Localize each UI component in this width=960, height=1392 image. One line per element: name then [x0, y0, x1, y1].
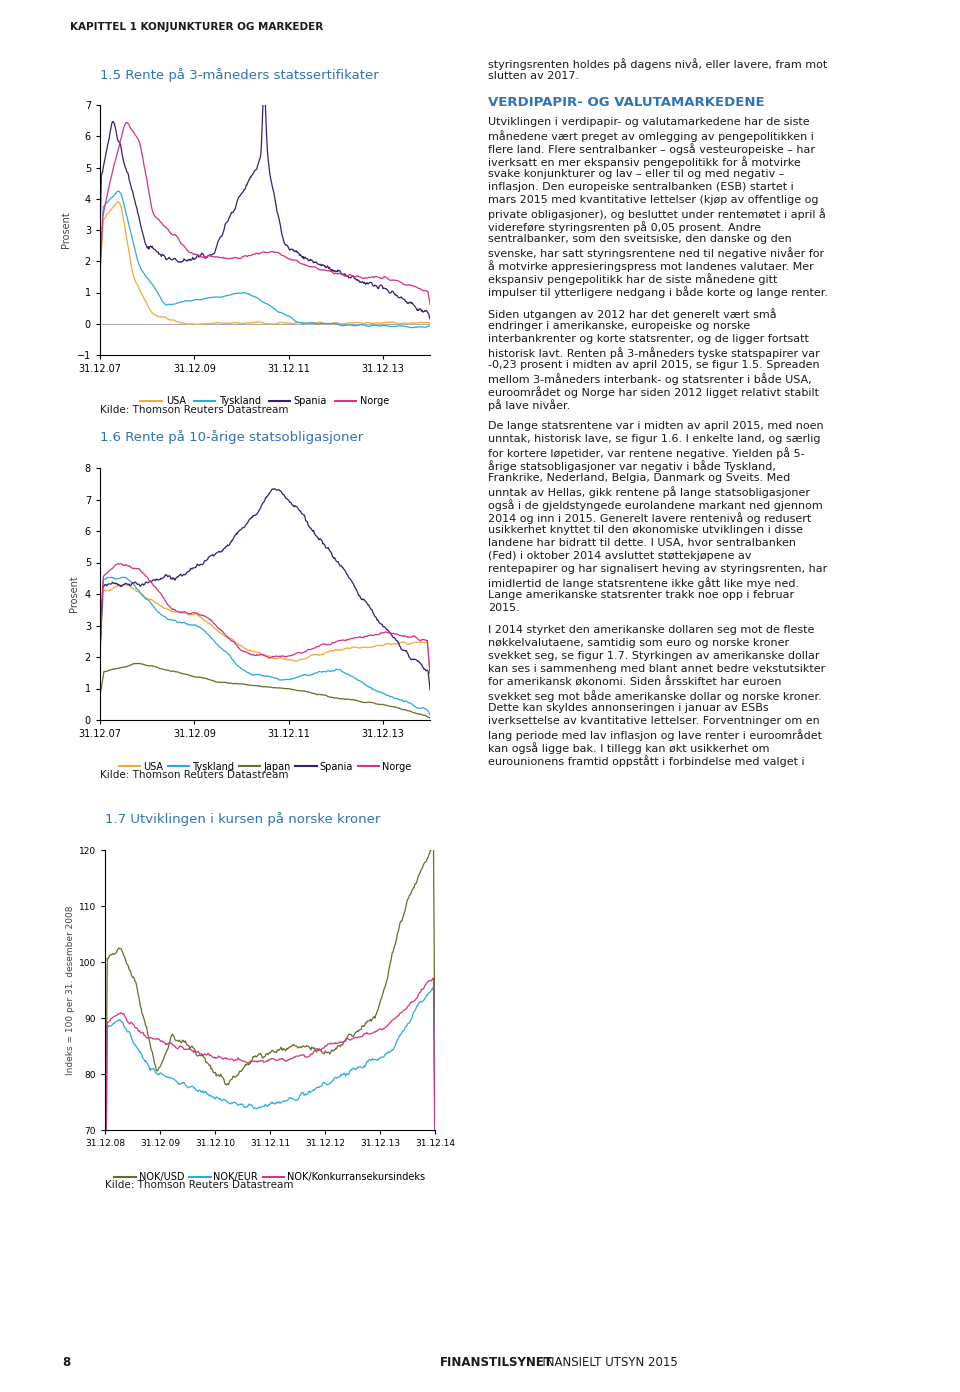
Text: å motvirke appresieringspress mot landenes valutaer. Mer: å motvirke appresieringspress mot landen… [488, 260, 814, 271]
Text: rentepapirer og har signalisert heving av styringsrenten, har: rentepapirer og har signalisert heving a… [488, 564, 828, 574]
Text: I 2014 styrket den amerikanske dollaren seg mot de fleste: I 2014 styrket den amerikanske dollaren … [488, 625, 814, 635]
Text: Kilde: Thomson Reuters Datastream: Kilde: Thomson Reuters Datastream [100, 405, 289, 415]
Legend: USA, Tyskland, Spania, Norge: USA, Tyskland, Spania, Norge [136, 393, 394, 411]
Text: Lange amerikanske statsrenter trakk noe opp i februar: Lange amerikanske statsrenter trakk noe … [488, 590, 794, 600]
Text: på lave nivåer.: på lave nivåer. [488, 400, 570, 411]
Text: Siden utgangen av 2012 har det generelt vært små: Siden utgangen av 2012 har det generelt … [488, 308, 777, 320]
Text: slutten av 2017.: slutten av 2017. [488, 71, 579, 81]
Y-axis label: Prosent: Prosent [61, 212, 71, 248]
Text: Kilde: Thomson Reuters Datastream: Kilde: Thomson Reuters Datastream [100, 770, 289, 780]
Text: landene har bidratt til dette. I USA, hvor sentralbanken: landene har bidratt til dette. I USA, hv… [488, 537, 796, 548]
Text: -0,23 prosent i midten av april 2015, se figur 1.5. Spreaden: -0,23 prosent i midten av april 2015, se… [488, 361, 820, 370]
Text: månedene vært preget av omlegging av pengepolitikken i: månedene vært preget av omlegging av pen… [488, 129, 814, 142]
Text: kan også ligge bak. I tillegg kan økt usikkerhet om: kan også ligge bak. I tillegg kan økt us… [488, 742, 770, 754]
Text: nøkkelvalutaene, samtidig som euro og norske kroner: nøkkelvalutaene, samtidig som euro og no… [488, 638, 789, 649]
Legend: USA, Tyskland, Japan, Spania, Norge: USA, Tyskland, Japan, Spania, Norge [114, 757, 416, 775]
Text: videreføre styringsrenten på 0,05 prosent. Andre: videreføre styringsrenten på 0,05 prosen… [488, 221, 761, 232]
Text: impulser til ytterligere nedgang i både korte og lange renter.: impulser til ytterligere nedgang i både … [488, 285, 828, 298]
Text: 1.5 Rente på 3-måneders statssertifikater: 1.5 Rente på 3-måneders statssertifikate… [100, 68, 379, 82]
Text: sentralbanker, som den sveitsiske, den danske og den: sentralbanker, som den sveitsiske, den d… [488, 234, 792, 244]
Text: unntak av Hellas, gikk rentene på lange statsobligasjoner: unntak av Hellas, gikk rentene på lange … [488, 486, 810, 498]
Text: interbankrenter og korte statsrenter, og de ligger fortsatt: interbankrenter og korte statsrenter, og… [488, 334, 809, 344]
Text: 1.6 Rente på 10-årige statsobligasjoner: 1.6 Rente på 10-årige statsobligasjoner [100, 430, 363, 444]
Text: svekket seg, se figur 1.7. Styrkingen av amerikanske dollar: svekket seg, se figur 1.7. Styrkingen av… [488, 651, 820, 661]
Y-axis label: Indeks = 100 per 31. desember 2008: Indeks = 100 per 31. desember 2008 [65, 905, 75, 1075]
Text: svekket seg mot både amerikanske dollar og norske kroner.: svekket seg mot både amerikanske dollar … [488, 690, 822, 702]
Y-axis label: Prosent: Prosent [69, 576, 79, 612]
Text: eurounionens framtid oppstått i forbindelse med valget i: eurounionens framtid oppstått i forbinde… [488, 754, 804, 767]
Text: private obligasjoner), og besluttet under rentemøtet i april å: private obligasjoner), og besluttet unde… [488, 207, 826, 220]
Text: årige statsobligasjoner var negativ i både Tyskland,: årige statsobligasjoner var negativ i bå… [488, 459, 776, 472]
Text: svake konjunkturer og lav – eller til og med negativ –: svake konjunkturer og lav – eller til og… [488, 168, 784, 180]
Text: 2014 og inn i 2015. Generelt lavere rentenivå og redusert: 2014 og inn i 2015. Generelt lavere rent… [488, 512, 811, 523]
Text: lang periode med lav inflasjon og lave renter i euroområdet: lang periode med lav inflasjon og lave r… [488, 729, 822, 741]
Text: usikkerhet knyttet til den økonomiske utviklingen i disse: usikkerhet knyttet til den økonomiske ut… [488, 525, 803, 535]
Text: Frankrike, Nederland, Belgia, Danmark og Sveits. Med: Frankrike, Nederland, Belgia, Danmark og… [488, 473, 790, 483]
Text: svenske, har satt styringsrentene ned til negative nivåer for: svenske, har satt styringsrentene ned ti… [488, 246, 824, 259]
Text: unntak, historisk lave, se figur 1.6. I enkelte land, og særlig: unntak, historisk lave, se figur 1.6. I … [488, 434, 821, 444]
Text: inflasjon. Den europeiske sentralbanken (ESB) startet i: inflasjon. Den europeiske sentralbanken … [488, 182, 794, 192]
Text: imidlertid de lange statsrentene ikke gått like mye ned.: imidlertid de lange statsrentene ikke gå… [488, 578, 799, 589]
Text: 1.7 Utviklingen i kursen på norske kroner: 1.7 Utviklingen i kursen på norske krone… [105, 812, 380, 825]
Text: De lange statsrentene var i midten av april 2015, med noen: De lange statsrentene var i midten av ap… [488, 420, 824, 432]
Text: kan ses i sammenheng med blant annet bedre vekstutsikter: kan ses i sammenheng med blant annet bed… [488, 664, 826, 674]
Text: Kilde: Thomson Reuters Datastream: Kilde: Thomson Reuters Datastream [105, 1180, 294, 1190]
Legend: NOK/USD, NOK/EUR, NOK/Konkurransekursindeks: NOK/USD, NOK/EUR, NOK/Konkurransekursind… [110, 1168, 429, 1186]
Text: mellom 3-måneders interbank- og statsrenter i både USA,: mellom 3-måneders interbank- og statsren… [488, 373, 812, 386]
Text: mars 2015 med kvantitative lettelser (kjøp av offentlige og: mars 2015 med kvantitative lettelser (kj… [488, 195, 819, 205]
Text: endringer i amerikanske, europeiske og norske: endringer i amerikanske, europeiske og n… [488, 322, 750, 331]
Text: 2015.: 2015. [488, 603, 519, 612]
Text: ekspansiv pengepolitikk har de siste månedene gitt: ekspansiv pengepolitikk har de siste mån… [488, 273, 778, 285]
Text: også i de gjeldstyngede eurolandene markant ned gjennom: også i de gjeldstyngede eurolandene mark… [488, 498, 823, 511]
Text: FINANSIELT UTSYN 2015: FINANSIELT UTSYN 2015 [532, 1356, 678, 1368]
Text: Utviklingen i verdipapir- og valutamarkedene har de siste: Utviklingen i verdipapir- og valutamarke… [488, 117, 809, 127]
Text: historisk lavt. Renten på 3-måneders tyske statspapirer var: historisk lavt. Renten på 3-måneders tys… [488, 347, 820, 359]
Text: for amerikansk økonomi. Siden årsskiftet har euroen: for amerikansk økonomi. Siden årsskiftet… [488, 677, 781, 688]
Text: FINANSTILSYNET: FINANSTILSYNET [440, 1356, 553, 1368]
Text: iverksettelse av kvantitative lettelser. Forventninger om en: iverksettelse av kvantitative lettelser.… [488, 715, 820, 727]
Text: styringsrenten holdes på dagens nivå, eller lavere, fram mot: styringsrenten holdes på dagens nivå, el… [488, 58, 828, 70]
Text: VERDIPAPIR- OG VALUTAMARKEDENE: VERDIPAPIR- OG VALUTAMARKEDENE [488, 96, 764, 109]
Text: Dette kan skyldes annonseringen i januar av ESBs: Dette kan skyldes annonseringen i januar… [488, 703, 769, 713]
Text: (Fed) i oktober 2014 avsluttet støttekjøpene av: (Fed) i oktober 2014 avsluttet støttekjø… [488, 551, 752, 561]
Text: euroområdet og Norge har siden 2012 ligget relativt stabilt: euroområdet og Norge har siden 2012 ligg… [488, 386, 819, 398]
Text: for kortere løpetider, var rentene negative. Yielden på 5-: for kortere løpetider, var rentene negat… [488, 447, 804, 459]
Text: iverksatt en mer ekspansiv pengepolitikk for å motvirke: iverksatt en mer ekspansiv pengepolitikk… [488, 156, 801, 168]
Text: 8: 8 [62, 1356, 70, 1368]
Text: flere land. Flere sentralbanker – også vesteuropeiske – har: flere land. Flere sentralbanker – også v… [488, 143, 815, 155]
Text: KAPITTEL 1 KONJUNKTURER OG MARKEDER: KAPITTEL 1 KONJUNKTURER OG MARKEDER [70, 22, 324, 32]
